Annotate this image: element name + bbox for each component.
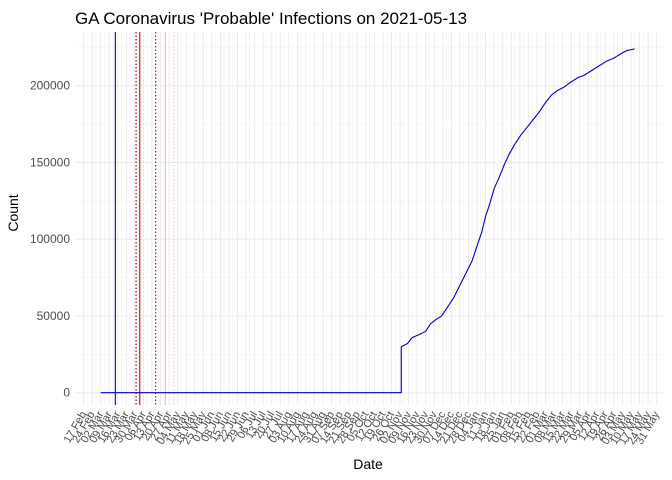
y-tick-labels: 0 50000 100000 150000 200000 [30,79,70,400]
y-tick-label: 200000 [30,79,70,93]
y-axis-title: Count [5,194,21,231]
y-tick-label: 100000 [30,232,70,246]
series-group [100,48,635,394]
y-tick-label: 50000 [37,309,71,323]
y-tick-label: 150000 [30,155,70,169]
minor-gridlines [75,32,664,405]
x-axis-title: Date [353,456,383,472]
chart-title: GA Coronavirus 'Probable' Infections on … [75,9,467,28]
reference-lines [114,32,175,405]
series-line [100,48,635,394]
y-tick-label: 0 [63,386,70,400]
